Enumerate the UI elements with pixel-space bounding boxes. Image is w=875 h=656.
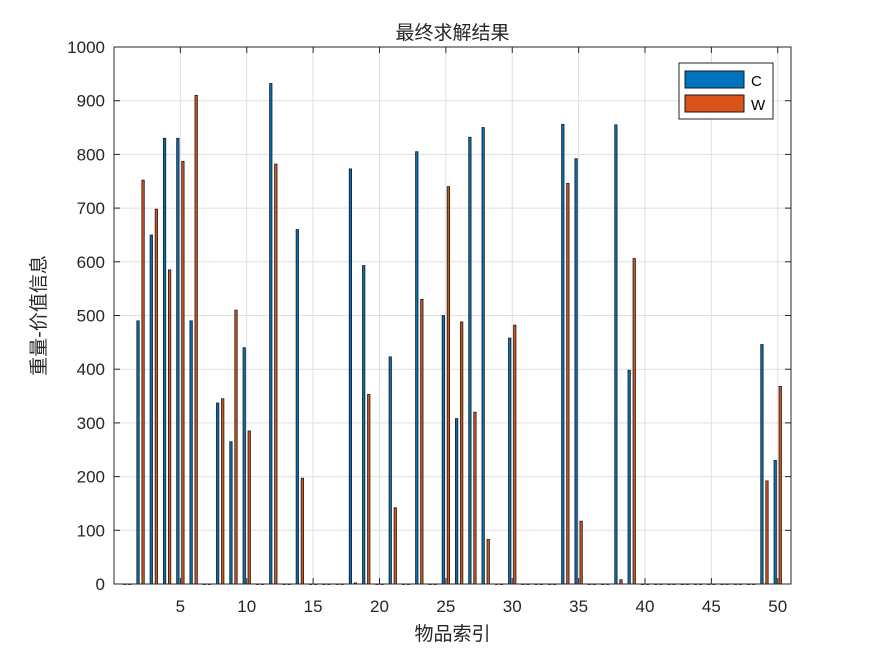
bar-w-50 bbox=[778, 385, 782, 585]
bar-w-14 bbox=[300, 477, 304, 585]
y-tick-label: 1000 bbox=[67, 38, 105, 57]
bar-c-27 bbox=[468, 136, 472, 585]
x-tick-label: 45 bbox=[702, 597, 721, 616]
bar-c-21 bbox=[388, 356, 392, 585]
y-tick-label: 300 bbox=[77, 414, 105, 433]
y-tick-label: 500 bbox=[77, 307, 105, 326]
bar-w-30 bbox=[513, 324, 517, 585]
bar-c-35 bbox=[574, 158, 578, 585]
bar-c-14 bbox=[295, 229, 299, 585]
bar-w-12 bbox=[274, 163, 278, 585]
bar-w-3 bbox=[154, 208, 158, 585]
x-tick-label: 5 bbox=[176, 597, 185, 616]
chart-title: 最终求解结果 bbox=[395, 22, 509, 44]
y-tick-label: 600 bbox=[77, 253, 105, 272]
bar-w-35 bbox=[579, 520, 583, 585]
bar-c-8 bbox=[216, 402, 220, 585]
bar-w-6 bbox=[194, 94, 198, 585]
bar-c-12 bbox=[269, 83, 273, 585]
bar-c-18 bbox=[348, 168, 353, 585]
bar-c-26 bbox=[455, 418, 459, 585]
y-axis-label: 重量-价值信息 bbox=[28, 255, 50, 376]
bar-w-9 bbox=[234, 309, 238, 585]
y-tick-label: 700 bbox=[77, 199, 105, 218]
bar-c-50 bbox=[773, 460, 777, 585]
bar-c-49 bbox=[760, 344, 764, 585]
x-tick-label: 30 bbox=[503, 597, 522, 616]
bar-w-27 bbox=[473, 411, 477, 585]
bar-c-2 bbox=[136, 320, 140, 585]
bar-c-4 bbox=[162, 137, 167, 585]
x-tick-label: 10 bbox=[237, 597, 256, 616]
y-tick-label: 200 bbox=[77, 468, 105, 487]
bar-w-10 bbox=[247, 430, 251, 585]
legend-label-c: C bbox=[751, 73, 762, 90]
bar-w-34 bbox=[566, 182, 570, 585]
bar-w-21 bbox=[393, 507, 397, 585]
x-tick-label: 25 bbox=[436, 597, 455, 616]
y-tick-label: 900 bbox=[77, 92, 105, 111]
bar-c-38 bbox=[614, 124, 618, 585]
x-tick-label: 50 bbox=[768, 597, 787, 616]
legend: CW bbox=[678, 62, 774, 120]
bar-c-23 bbox=[415, 151, 419, 585]
bar-c-28 bbox=[481, 127, 485, 585]
bar-c-39 bbox=[627, 369, 631, 585]
x-axis-label: 物品索引 bbox=[414, 623, 490, 645]
legend-label-w: W bbox=[751, 97, 766, 114]
grid-lines bbox=[114, 47, 791, 584]
bar-w-49 bbox=[765, 480, 769, 585]
bar-w-4 bbox=[168, 269, 172, 585]
ticks: 0 100 200 300 400 500 600 700 800 900 1000 5 10 15 20 2… bbox=[67, 38, 791, 616]
bar-w-19 bbox=[367, 394, 371, 585]
bar-c-34 bbox=[561, 123, 565, 585]
y-tick-label: 800 bbox=[77, 145, 105, 164]
legend-swatch-c bbox=[684, 70, 745, 89]
bar-w-5 bbox=[181, 160, 185, 585]
bar-c-25 bbox=[441, 315, 445, 585]
bar-c-30 bbox=[508, 337, 512, 585]
bar-w-26 bbox=[460, 321, 464, 585]
x-tick-label: 15 bbox=[304, 597, 323, 616]
bar-c-6 bbox=[189, 320, 193, 585]
y-tick-label: 100 bbox=[77, 521, 105, 540]
legend-swatch-w bbox=[684, 94, 745, 113]
bar-w-39 bbox=[632, 258, 636, 585]
bar-c-19 bbox=[362, 265, 366, 585]
bar-w-23 bbox=[420, 298, 424, 585]
bar-w-28 bbox=[486, 539, 490, 585]
x-tick-label: 20 bbox=[370, 597, 389, 616]
bar-c-3 bbox=[149, 234, 153, 585]
bar-c-10 bbox=[242, 347, 246, 585]
x-tick-label: 35 bbox=[569, 597, 588, 616]
bar-c-5 bbox=[176, 137, 180, 585]
bar-w-2 bbox=[141, 179, 145, 585]
bar-w-25 bbox=[446, 186, 450, 585]
bar-w-8 bbox=[221, 398, 225, 585]
y-tick-label: 400 bbox=[77, 360, 105, 379]
bar-c-9 bbox=[229, 441, 233, 585]
x-tick-label: 40 bbox=[636, 597, 655, 616]
bar-w-38 bbox=[619, 579, 623, 585]
y-tick-label: 0 bbox=[96, 575, 105, 594]
